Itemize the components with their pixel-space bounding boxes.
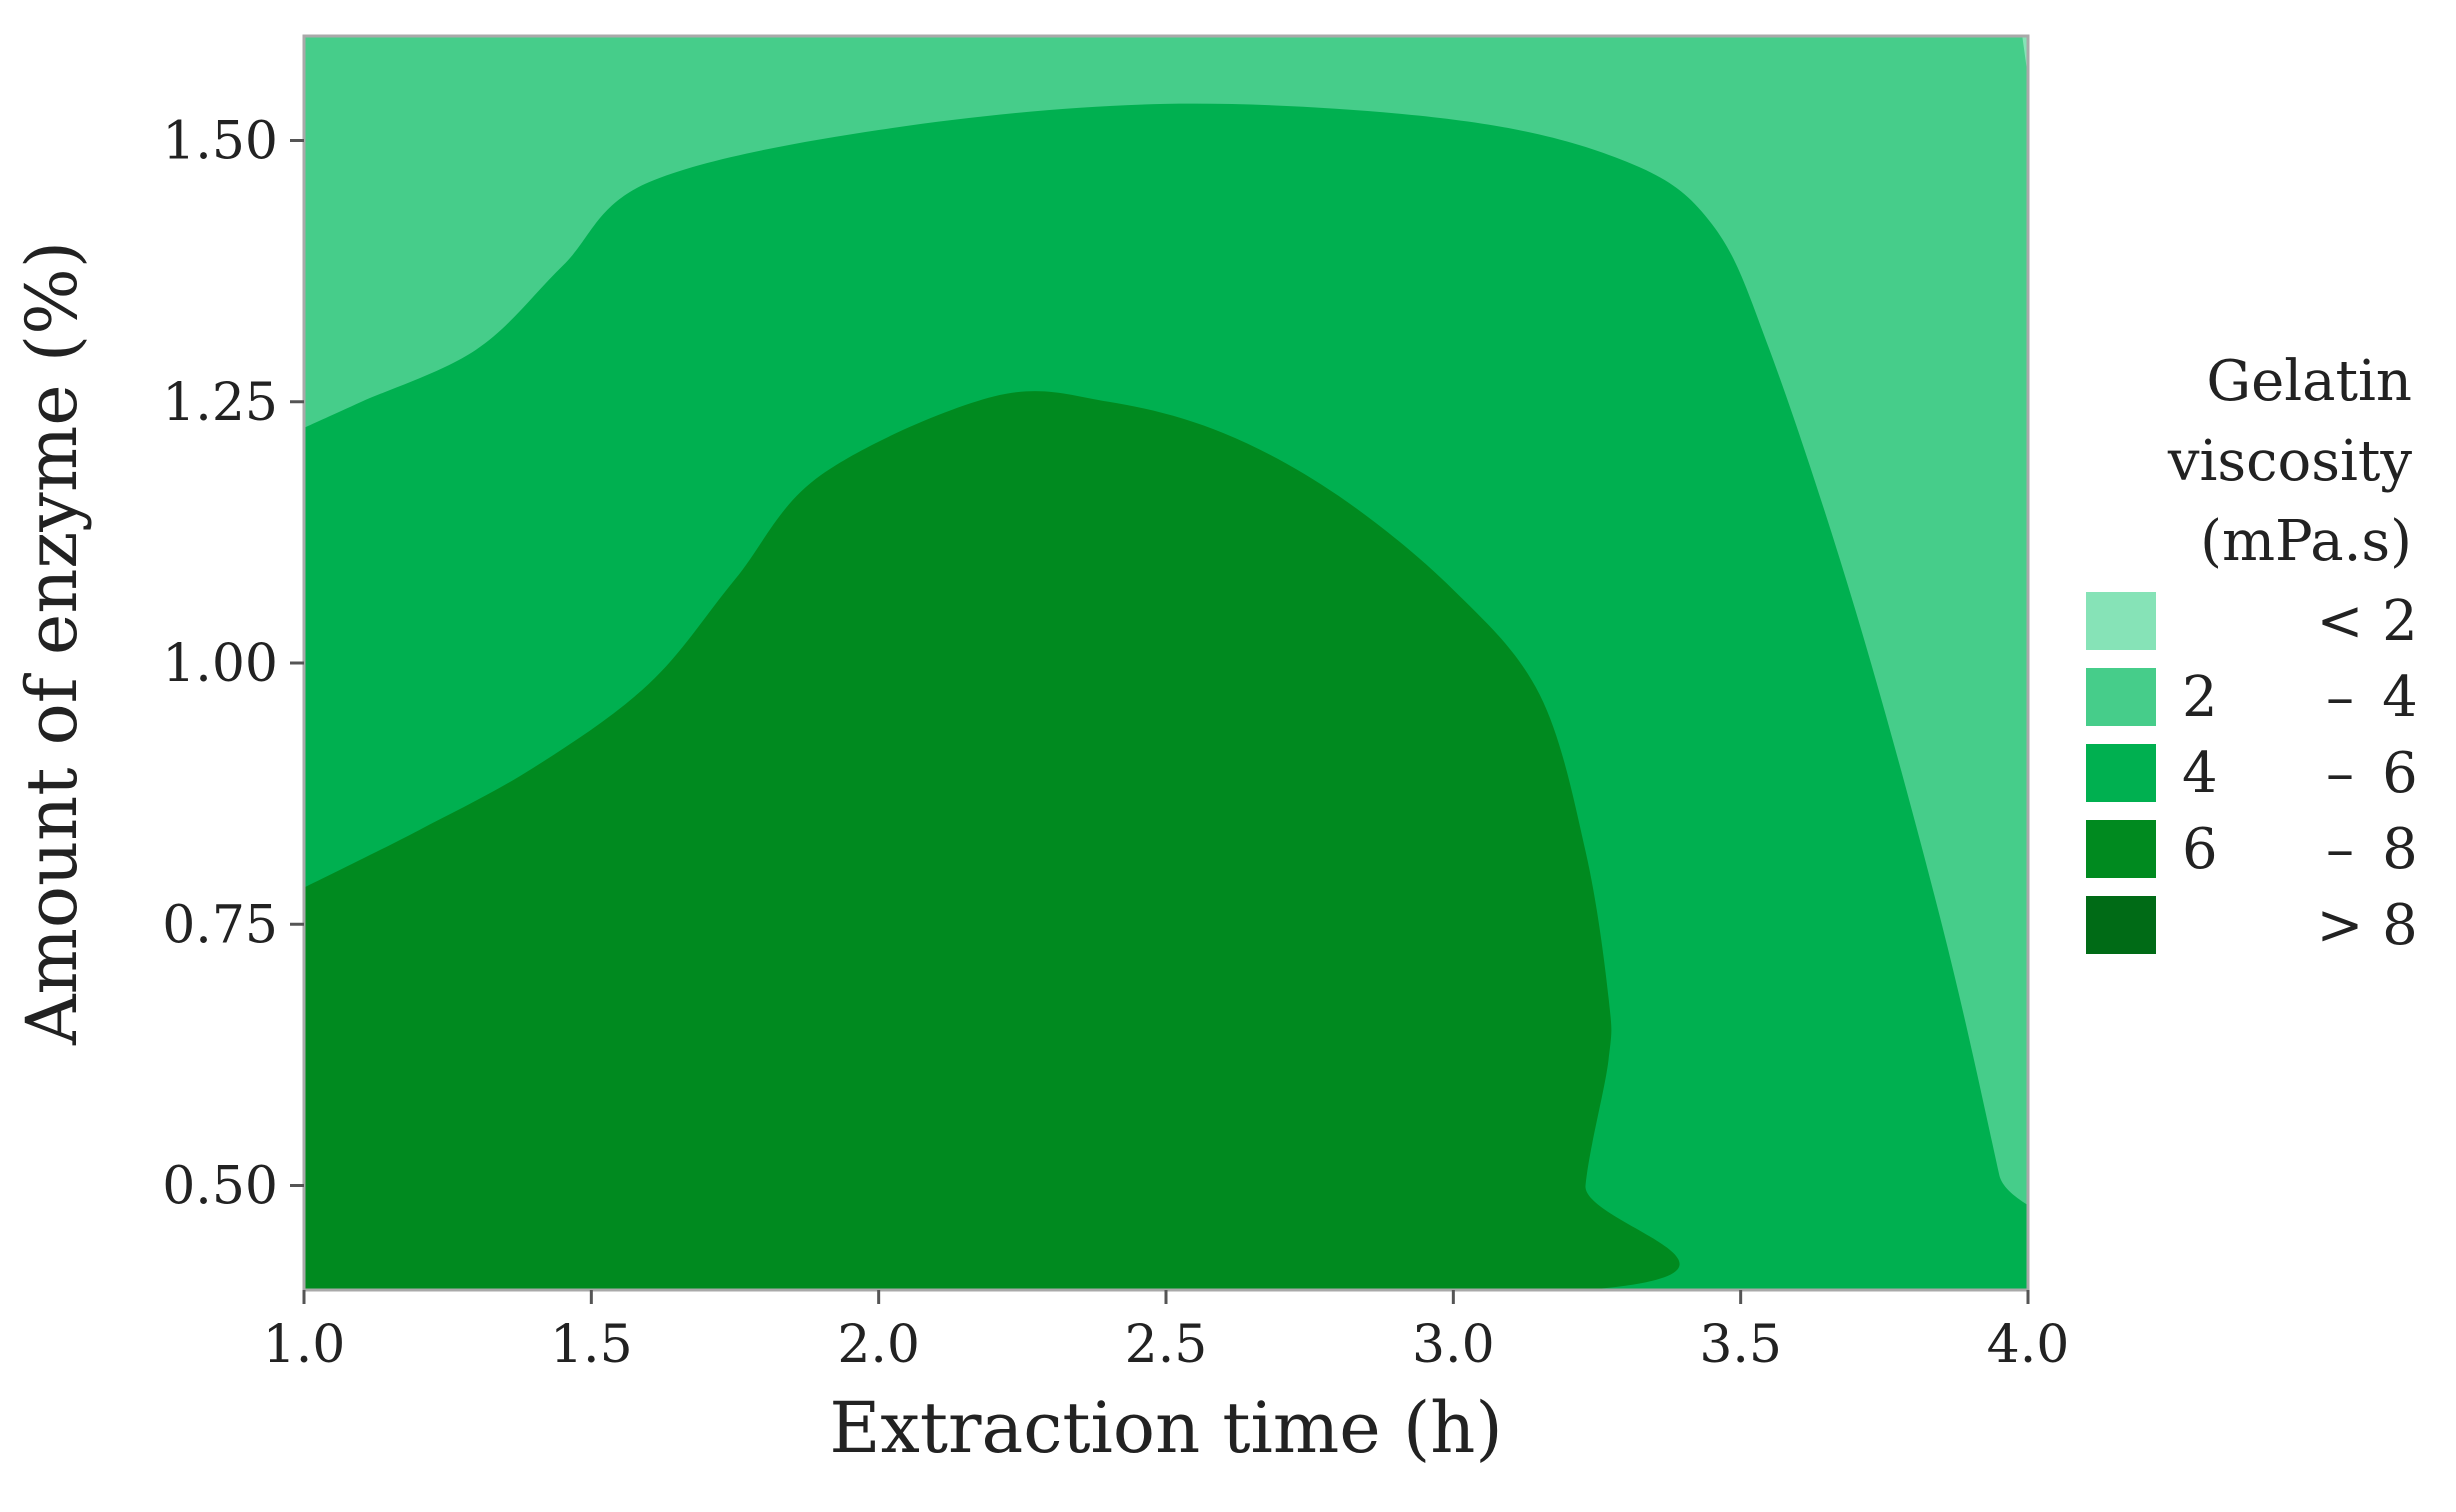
contour-region-6-8: [304, 391, 1680, 1290]
legend-title-line: viscosity: [2167, 429, 2413, 494]
legend-swatch: [2086, 896, 2156, 954]
legend-swatch: [2086, 592, 2156, 650]
legend-high: 8: [2382, 817, 2418, 882]
x-tick-label: 1.0: [263, 1315, 346, 1375]
plot-area: [304, 36, 2028, 1290]
legend-title-line: (mPa.s): [2200, 509, 2412, 574]
x-tick-label: 4.0: [1987, 1315, 2070, 1375]
axes: 1.0 1.5 2.0 2.5 3.0 3.5 4.0 0.50 0.75 1.00 1.25 1.5…: [162, 34, 2070, 1375]
y-tick-label: 0.50: [162, 1157, 278, 1217]
legend-separator: >: [2317, 893, 2364, 958]
y-tick-label: 1.25: [162, 373, 278, 433]
legend-swatch: [2086, 668, 2156, 726]
legend-entry: >8: [2086, 893, 2418, 958]
legend-separator: –: [2326, 817, 2354, 882]
legend-separator: –: [2326, 741, 2354, 806]
legend-high: 6: [2382, 741, 2418, 806]
x-tick-label: 1.5: [550, 1315, 633, 1375]
y-tick-label: 0.75: [162, 895, 278, 955]
x-tick-label: 3.5: [1699, 1315, 1782, 1375]
legend-entry: 4 –6: [2086, 741, 2418, 806]
legend-low: 6: [2182, 817, 2218, 882]
y-tick-label: 1.00: [162, 634, 278, 694]
legend-high: 2: [2382, 589, 2418, 654]
contour-regions: [304, 36, 2028, 1290]
x-tick-label: 2.0: [837, 1315, 920, 1375]
legend-entry: <2: [2086, 589, 2418, 654]
legend-separator: –: [2326, 665, 2354, 730]
x-axis-title: Extraction time (h): [829, 1387, 1502, 1469]
legend-entry: 6 –8: [2086, 817, 2418, 882]
y-tick-label: 1.50: [162, 112, 278, 172]
x-tick-label: 3.0: [1412, 1315, 1495, 1375]
legend-separator: <: [2317, 589, 2364, 654]
legend-low: 2: [2182, 665, 2218, 730]
legend-swatch: [2086, 820, 2156, 878]
legend-high: 4: [2382, 665, 2418, 730]
y-axis-title: Amount of enzyme (%): [11, 241, 93, 1046]
legend-title-line: Gelatin: [2206, 349, 2412, 414]
legend-swatch: [2086, 744, 2156, 802]
legend-low: 4: [2182, 741, 2218, 806]
legend-high: 8: [2382, 893, 2418, 958]
x-tick-label: 2.5: [1125, 1315, 1208, 1375]
legend-entry: 2 –4: [2086, 665, 2418, 730]
